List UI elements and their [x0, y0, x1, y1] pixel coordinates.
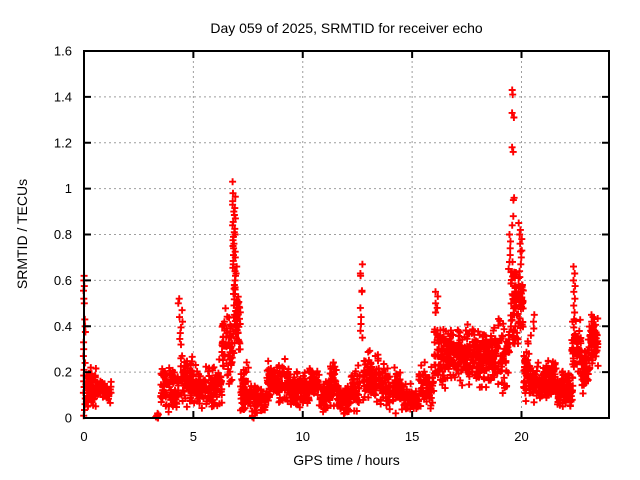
- y-tick-label: 0.6: [54, 273, 72, 288]
- y-axis-label: SRMTID / TECUs: [14, 178, 30, 290]
- x-tick-label: 0: [80, 429, 87, 444]
- y-tick-label: 1.2: [54, 135, 72, 150]
- x-tick-label: 15: [405, 429, 419, 444]
- y-tick-label: 0.2: [54, 365, 72, 380]
- chart-title: Day 059 of 2025, SRMTID for receiver ech…: [210, 20, 483, 36]
- y-tick-label: 0: [65, 411, 72, 426]
- y-tick-label: 0.8: [54, 227, 72, 242]
- y-tick-label: 1: [65, 181, 72, 196]
- y-tick-label: 1.6: [54, 44, 72, 59]
- scatter-points: [79, 86, 602, 422]
- x-tick-label: 5: [190, 429, 197, 444]
- x-axis-label: GPS time / hours: [293, 452, 400, 468]
- y-tick-label: 0.4: [54, 319, 72, 334]
- x-tick-label: 10: [296, 429, 310, 444]
- y-tick-label: 1.4: [54, 89, 72, 104]
- x-tick-label: 20: [514, 429, 528, 444]
